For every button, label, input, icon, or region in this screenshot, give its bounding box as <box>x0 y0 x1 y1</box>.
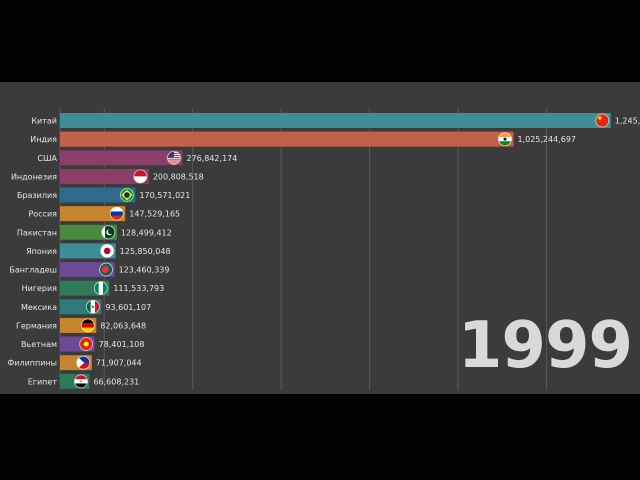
bar <box>60 131 514 147</box>
category-label: Бразилия <box>17 191 57 200</box>
value-label: 276,842,174 <box>186 154 237 163</box>
bar <box>60 113 611 128</box>
value-label: 128,499,412 <box>121 228 172 237</box>
value-label: 1,025,244,697 <box>517 135 576 144</box>
value-label: 125,850,048 <box>120 247 171 256</box>
category-label: Индонезия <box>11 172 57 181</box>
category-label: Россия <box>28 210 57 219</box>
bar <box>60 168 149 184</box>
value-label: 170,571,021 <box>139 191 190 200</box>
value-label: 123,460,339 <box>119 266 170 275</box>
flag-bangladesh-icon <box>99 262 114 277</box>
year-label: 1999 <box>457 309 633 383</box>
value-label: 78,401,108 <box>99 340 145 349</box>
category-label: Китай <box>31 117 57 126</box>
value-label: 1,245,284,743 <box>615 117 640 126</box>
category-label: Бангладеш <box>9 266 57 275</box>
chart-frame: Китай 1,245,284,743 Индия 1,025,244,697 США 2… <box>0 82 640 394</box>
category-label: Германия <box>16 321 57 330</box>
bar <box>60 187 136 203</box>
flag-russia-icon <box>109 206 124 221</box>
flag-japan-icon <box>100 244 115 258</box>
flag-pakistan-icon <box>101 225 116 240</box>
flag-indonesia-icon <box>133 169 148 184</box>
bar-chart-race: Китай 1,245,284,743 Индия 1,025,244,697 США 2… <box>7 108 640 390</box>
category-label: Египет <box>28 377 58 386</box>
category-label: Индия <box>30 135 57 144</box>
flag-philippines-icon <box>76 355 91 370</box>
category-label: Мексика <box>21 303 57 312</box>
bar <box>60 206 126 222</box>
flag-vietnam-icon <box>79 337 94 351</box>
bar <box>60 150 183 166</box>
category-label: Пакистан <box>17 228 57 237</box>
value-label: 200,808,518 <box>153 172 204 181</box>
flag-brazil-icon <box>120 188 134 202</box>
flag-china-icon <box>595 113 610 128</box>
flag-egypt-icon <box>74 374 88 389</box>
flag-nigeria-icon <box>93 281 108 296</box>
flag-usa-icon <box>167 150 181 165</box>
value-label: 66,608,231 <box>93 377 139 386</box>
category-label: Филиппины <box>7 359 57 368</box>
value-label: 82,063,648 <box>100 321 146 330</box>
category-label: Вьетнам <box>21 340 57 349</box>
value-label: 111,533,793 <box>113 284 164 293</box>
flag-germany-icon <box>80 318 95 333</box>
flag-mexico-icon <box>86 299 100 314</box>
value-label: 71,907,044 <box>96 359 142 368</box>
flag-india-icon <box>498 132 512 147</box>
category-label: Нигерия <box>22 284 58 293</box>
category-label: США <box>37 154 57 163</box>
value-label: 147,529,165 <box>129 210 180 219</box>
value-label: 93,601,107 <box>105 303 151 312</box>
category-label: Япония <box>26 247 57 256</box>
